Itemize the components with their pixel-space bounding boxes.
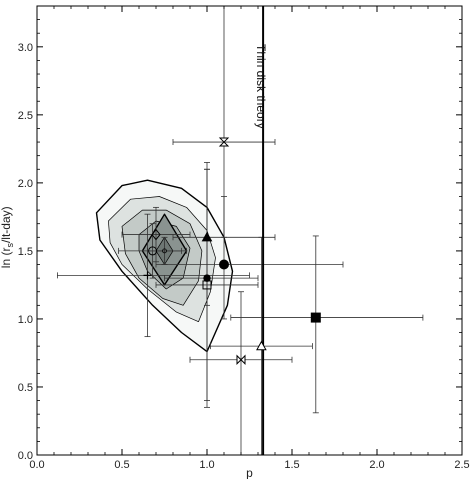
marker-plus-7 bbox=[143, 271, 152, 280]
y-axis-label: ln (rs/lt-day) bbox=[0, 206, 15, 268]
marker-triangle-filled-1 bbox=[201, 231, 213, 242]
y-tick-label-4: 2.0 bbox=[18, 178, 33, 190]
x-axis-ticks: 0.0 0.5 1.0 1.5 2.0 2.5 bbox=[29, 6, 470, 471]
marker-circle-small-8 bbox=[162, 248, 167, 254]
y-tick-label-5: 2.5 bbox=[18, 110, 33, 122]
x-tick-label-4: 2.0 bbox=[369, 459, 384, 471]
marker-square-filled-9 bbox=[310, 312, 321, 323]
error-bars bbox=[57, 5, 424, 456]
marker-bowtie-v-0 bbox=[218, 137, 230, 147]
y-axis-ticks: 0.0 0.5 1.0 1.5 2.0 2.5 3.0 bbox=[18, 19, 462, 462]
marker-diamond-open-5 bbox=[151, 228, 161, 241]
x-tick-label-2: 1.0 bbox=[199, 459, 214, 471]
x-tick-label-5: 2.5 bbox=[454, 459, 469, 471]
y-tick-label-2: 1.0 bbox=[18, 314, 33, 326]
data-point-markers bbox=[143, 137, 321, 365]
x-tick-label-1: 0.5 bbox=[114, 459, 129, 471]
x-tick-label-0: 0.0 bbox=[29, 459, 44, 471]
y-axis-label-suffix: /lt-day) bbox=[0, 206, 13, 243]
x-tick-label-3: 1.5 bbox=[284, 459, 299, 471]
plot-frame bbox=[36, 5, 463, 456]
y-tick-label-3: 1.5 bbox=[18, 246, 33, 258]
marker-circle-open-6 bbox=[148, 246, 158, 256]
y-axis-label-subscript: s bbox=[5, 243, 15, 248]
marker-circle-filled-2 bbox=[219, 259, 229, 270]
y-tick-label-0: 0.0 bbox=[18, 450, 33, 462]
x-axis-label: p bbox=[246, 466, 253, 479]
y-tick-label-6: 3.0 bbox=[18, 42, 33, 54]
marker-bowtie-h-11 bbox=[236, 354, 246, 365]
y-tick-label-1: 0.5 bbox=[18, 382, 33, 394]
thin-disk-theory-label: Thin disk theory bbox=[254, 44, 268, 129]
marker-dot-filled-3 bbox=[203, 274, 211, 282]
marker-square-open-4 bbox=[202, 280, 212, 290]
probability-contours bbox=[95, 179, 234, 353]
marker-triangle-open-10 bbox=[256, 340, 267, 351]
y-axis-label-prefix: ln (r bbox=[0, 248, 13, 269]
